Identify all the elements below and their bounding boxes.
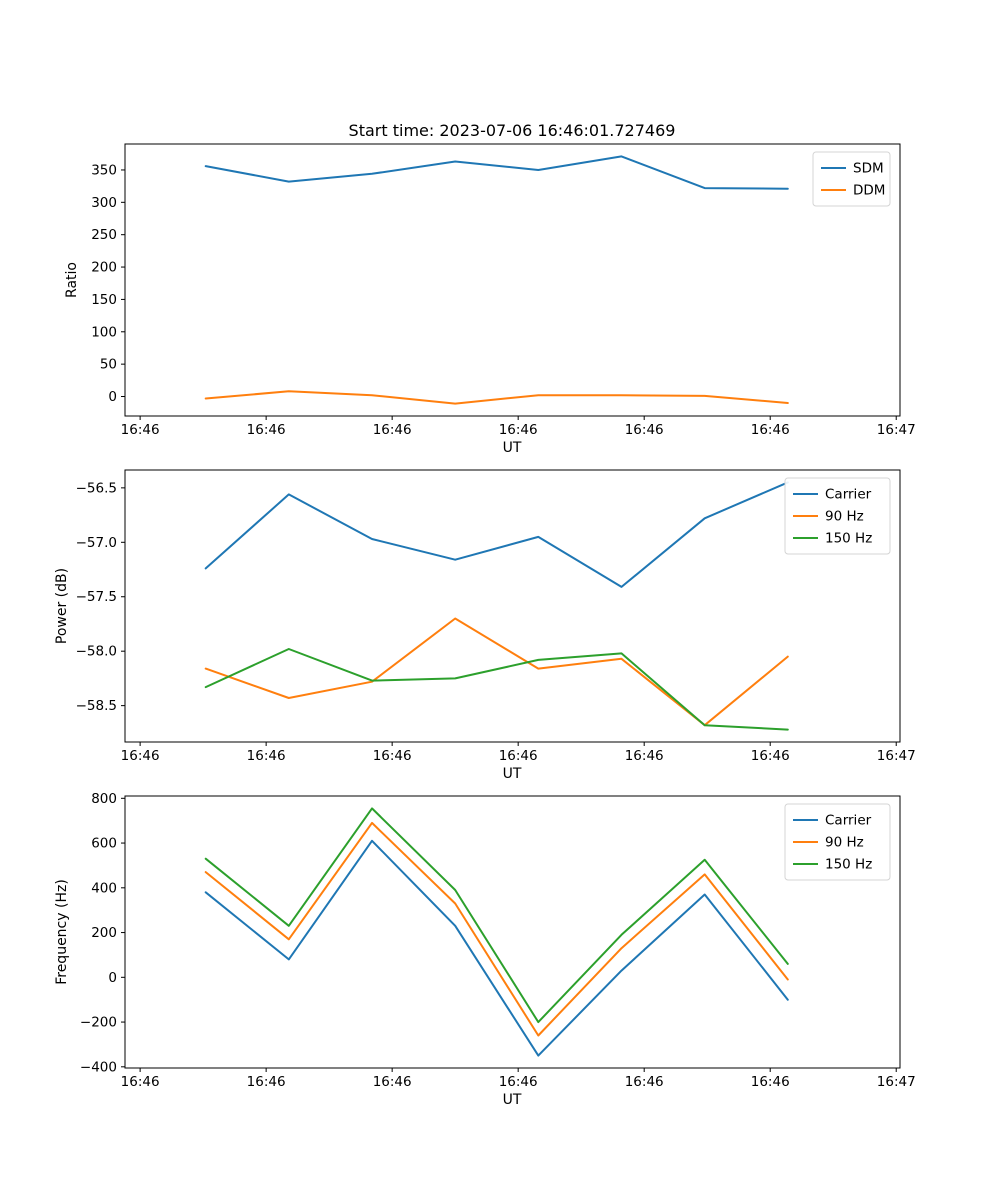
x-tick-label: 16:46 [499,422,538,438]
legend-box [784,803,891,881]
x-tick-label: 16:47 [877,748,916,764]
frequency-series-line-90-hz [204,821,789,1037]
frequency-y-axis-label: Frequency (Hz) [54,879,70,985]
y-tick-label: 350 [91,162,117,178]
frequency-x-axis-label: UT [502,1092,522,1108]
x-tick-label: 16:46 [373,1074,412,1090]
y-tick-label: 250 [91,227,117,243]
legend-label: 150 Hz [825,531,872,547]
power-chart: 16:46 16:46 16:46 16:46 16:46 16:46 16:47 −56.5… [76,469,916,764]
x-tick-label: 16:46 [247,422,286,438]
legend-label: 150 Hz [825,857,872,873]
frequency-series-line-150-hz [204,807,789,1024]
y-tick-label: −56.5 [76,480,117,496]
x-tick-label: 16:47 [877,422,916,438]
legend-label: 90 Hz [825,509,864,525]
x-tick-label: 16:46 [247,1074,286,1090]
x-tick-label: 16:46 [625,1074,664,1090]
y-tick-label: 300 [91,195,117,211]
ratio-y-axis-label: Ratio [64,262,80,298]
ratio-series-line-ddm [204,390,789,405]
y-tick-label: −58.5 [76,698,117,714]
x-tick-label: 16:46 [625,422,664,438]
x-tick-label: 16:46 [121,422,160,438]
x-tick-label: 16:46 [751,422,790,438]
power-series-line-150-hz [204,648,789,731]
ratio-axes-frame [124,143,901,417]
x-tick-label: 16:46 [121,1074,160,1090]
frequency-chart: 16:46 16:46 16:46 16:46 16:46 16:46 16:47 800 60… [80,791,916,1090]
power-series-line-carrier [204,481,789,588]
x-tick-label: 16:46 [121,748,160,764]
x-tick-label: 16:46 [751,748,790,764]
ratio-x-axis-label: UT [502,440,522,456]
figure-title: Start time: 2023-07-06 16:46:01.727469 [348,121,676,140]
y-tick-label: −58.0 [76,644,117,660]
frequency-axes-frame [124,795,901,1069]
x-tick-label: 16:46 [499,1074,538,1090]
x-tick-label: 16:46 [751,1074,790,1090]
power-y-axis-label: Power (dB) [54,567,70,645]
x-tick-label: 16:46 [373,748,412,764]
power-legend: Carrier 90 Hz 150 Hz [784,477,891,555]
y-tick-label: −57.0 [76,535,117,551]
y-tick-label: 50 [100,357,117,373]
y-tick-label: −400 [80,1059,117,1075]
y-tick-label: 200 [91,925,117,941]
y-tick-label: 800 [91,791,117,807]
legend-box [812,151,891,207]
y-tick-label: −57.5 [76,589,117,605]
frequency-legend: Carrier 90 Hz 150 Hz [784,803,891,881]
y-tick-label: 0 [108,970,117,986]
ratio-legend: SDM DDM [812,151,891,207]
legend-label: SDM [853,161,884,177]
power-series-line-90-hz [204,617,789,727]
y-tick-label: 100 [91,324,117,340]
frequency-series-line-carrier [204,839,789,1057]
ratio-series-line-sdm [204,155,789,190]
x-tick-label: 16:46 [625,748,664,764]
x-tick-label: 16:46 [247,748,286,764]
legend-label: 90 Hz [825,835,864,851]
x-tick-label: 16:46 [499,748,538,764]
y-tick-label: 0 [108,389,117,405]
x-tick-label: 16:47 [877,1074,916,1090]
legend-box [784,477,891,555]
y-tick-label: 400 [91,880,117,896]
legend-label: Carrier [825,813,872,829]
y-tick-label: −200 [80,1015,117,1031]
ratio-chart: 16:46 16:46 16:46 16:46 16:46 16:46 16:47 0 50 10… [91,143,916,438]
power-axes-frame [124,469,901,743]
legend-label: Carrier [825,487,872,503]
y-tick-label: 600 [91,836,117,852]
y-tick-label: 150 [91,292,117,308]
legend-label: DDM [853,183,885,199]
y-tick-label: 200 [91,260,117,276]
power-x-axis-label: UT [502,766,522,782]
x-tick-label: 16:46 [373,422,412,438]
